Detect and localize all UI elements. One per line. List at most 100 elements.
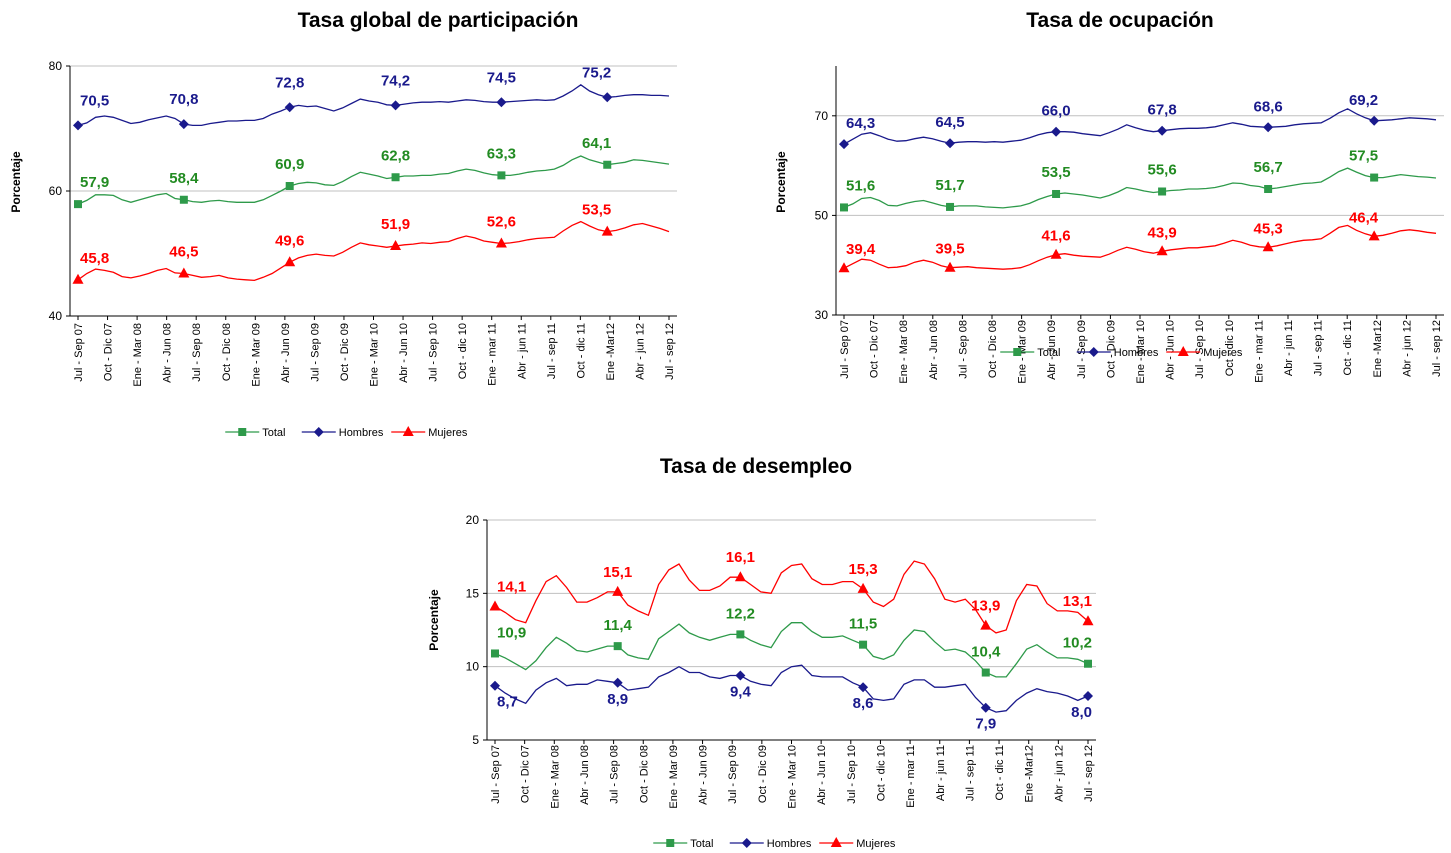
series-line-mujeres	[843, 224, 1437, 270]
data-label-mujeres: 41,6	[1041, 228, 1070, 245]
data-point-mujeres	[1262, 241, 1274, 252]
x-tick-label: Ene - Mar 08	[132, 323, 144, 387]
x-tick-label: Oct - dic 10	[875, 745, 887, 801]
x-tick-label: Ene - Mar 09	[668, 745, 680, 809]
data-point-total	[840, 203, 848, 212]
data-point-hombres	[602, 92, 613, 103]
data-point-mujeres	[944, 261, 956, 272]
chart-tasa-ocupacion: Tasa de ocupación Porcentaje 30 50 70 Jul - S…	[774, 9, 1444, 384]
y-tick-label: 70	[815, 109, 829, 123]
x-tick-label: Jul - Sep 07	[73, 323, 85, 382]
data-point-mujeres	[601, 225, 613, 236]
legend-marker-total	[238, 428, 247, 436]
x-tick-label: Abr - jun 12	[1053, 745, 1065, 802]
data-label-hombres: 72,8	[275, 74, 304, 91]
x-tick-label: Ene - Mar 08	[898, 320, 910, 384]
data-point-hombres	[496, 97, 507, 108]
data-point-mujeres	[72, 273, 84, 284]
x-tick-label: Ene - Mar 08	[549, 745, 561, 809]
data-point-hombres	[1083, 691, 1093, 701]
data-point-hombres	[612, 677, 623, 688]
x-tick-label: Ene -Mar12	[1372, 320, 1384, 377]
data-label-hombres: 7,9	[975, 716, 996, 733]
data-label-mujeres: 46,4	[1349, 209, 1379, 226]
data-label-mujeres: 52,6	[487, 214, 516, 231]
legend-label-hombres: Hombres	[767, 838, 812, 850]
data-point-hombres	[1263, 122, 1274, 133]
x-tick-label: Ene -Mar12	[605, 323, 617, 380]
data-label-mujeres: 15,3	[848, 561, 877, 578]
legend-label-total: Total	[690, 838, 713, 850]
data-label-hombres: 9,4	[730, 683, 752, 700]
data-point-hombres	[73, 120, 83, 131]
x-tick-label: Ene - Mar 09	[250, 323, 262, 387]
y-tick-label: 40	[49, 309, 63, 323]
data-label-mujeres: 13,1	[1063, 593, 1092, 610]
data-label-total: 10,9	[497, 624, 526, 641]
y-tick-label: 20	[466, 513, 480, 527]
x-tick-label: Jul - Sep 07	[490, 745, 502, 804]
chart-tasa-desempleo: Tasa de desempleo Porcentaje 5 10 15 20 Jul - …	[427, 455, 1096, 850]
x-tick-label: Oct - dic 10	[457, 323, 469, 379]
x-tick-label: Oct - dic 11	[994, 745, 1006, 800]
data-point-hombres	[735, 670, 746, 681]
data-label-total: 10,4	[971, 644, 1001, 661]
data-point-total	[1264, 185, 1273, 194]
chart-title: Tasa de ocupación	[1026, 9, 1214, 32]
data-point-total	[613, 642, 622, 651]
data-point-total	[1158, 187, 1167, 196]
series-line-mujeres	[77, 220, 670, 282]
data-point-mujeres	[612, 585, 624, 596]
data-label-total: 62,8	[381, 147, 410, 164]
x-tick-label: Oct - Dic 09	[757, 745, 769, 803]
data-point-hombres	[858, 682, 869, 693]
data-label-mujeres: 13,9	[971, 598, 1000, 615]
y-axis-label: Porcentaje	[427, 589, 441, 651]
x-tick-label: Oct - Dic 08	[987, 320, 999, 378]
y-tick-label: 80	[49, 59, 63, 73]
chart-tasa-global: Tasa global de participación Porcentaje 40…	[9, 9, 677, 439]
data-label-total: 55,6	[1147, 161, 1176, 178]
data-point-mujeres	[1368, 230, 1380, 241]
data-label-hombres: 64,5	[935, 114, 964, 131]
data-label-mujeres: 46,5	[169, 244, 198, 261]
y-tick-label: 50	[815, 208, 829, 222]
data-label-mujeres: 16,1	[726, 549, 755, 566]
data-label-mujeres: 14,1	[497, 579, 526, 596]
data-label-total: 51,6	[846, 177, 875, 194]
data-label-hombres: 8,6	[853, 695, 874, 712]
data-label-total: 12,2	[726, 605, 755, 622]
legend-label-hombres: Hombres	[1114, 347, 1159, 359]
x-tick-label: Oct - dic 11	[1342, 320, 1354, 375]
legend-marker-hombres	[1088, 347, 1099, 357]
x-tick-label: Abr - jun 11	[1283, 320, 1295, 376]
x-tick-label: Jul - Sep 08	[191, 323, 203, 382]
y-tick-label: 30	[815, 308, 829, 322]
data-point-total	[285, 182, 294, 190]
x-tick-label: Jul - Sep 09	[309, 323, 321, 382]
data-label-hombres: 74,5	[487, 69, 516, 86]
x-tick-label: Oct - Dic 08	[638, 745, 650, 803]
legend-marker-hombres	[741, 838, 752, 848]
data-point-total	[946, 202, 955, 211]
data-point-mujeres	[857, 582, 869, 593]
x-tick-label: Abr - Jun 09	[698, 745, 710, 805]
x-tick-label: Jul - Sep 09	[727, 745, 739, 804]
x-tick-label: Oct - Dic 08	[221, 323, 233, 381]
data-point-mujeres	[1156, 245, 1168, 256]
x-tick-label: Abr - Jun 08	[928, 320, 940, 380]
x-tick-label: Ene - Mar 10	[787, 745, 799, 809]
x-tick-label: Abr - Jun 10	[398, 323, 410, 383]
data-point-total	[491, 649, 499, 658]
x-tick-label: Abr - Jun 08	[162, 323, 174, 383]
x-tick-label: Oct - Dic 07	[520, 745, 532, 803]
x-tick-label: Oct - dic 11	[575, 323, 587, 378]
x-tick-label: Jul - Sep 10	[1194, 320, 1206, 379]
data-label-hombres: 8,9	[607, 691, 628, 708]
data-point-hombres	[980, 702, 991, 713]
x-tick-label: Jul - sep 11	[964, 745, 976, 801]
data-point-total	[981, 668, 990, 677]
x-tick-label: Abr - Jun 09	[280, 323, 292, 383]
x-tick-label: Ene - mar 11	[487, 323, 499, 386]
legend-label-total: Total	[1037, 347, 1060, 359]
